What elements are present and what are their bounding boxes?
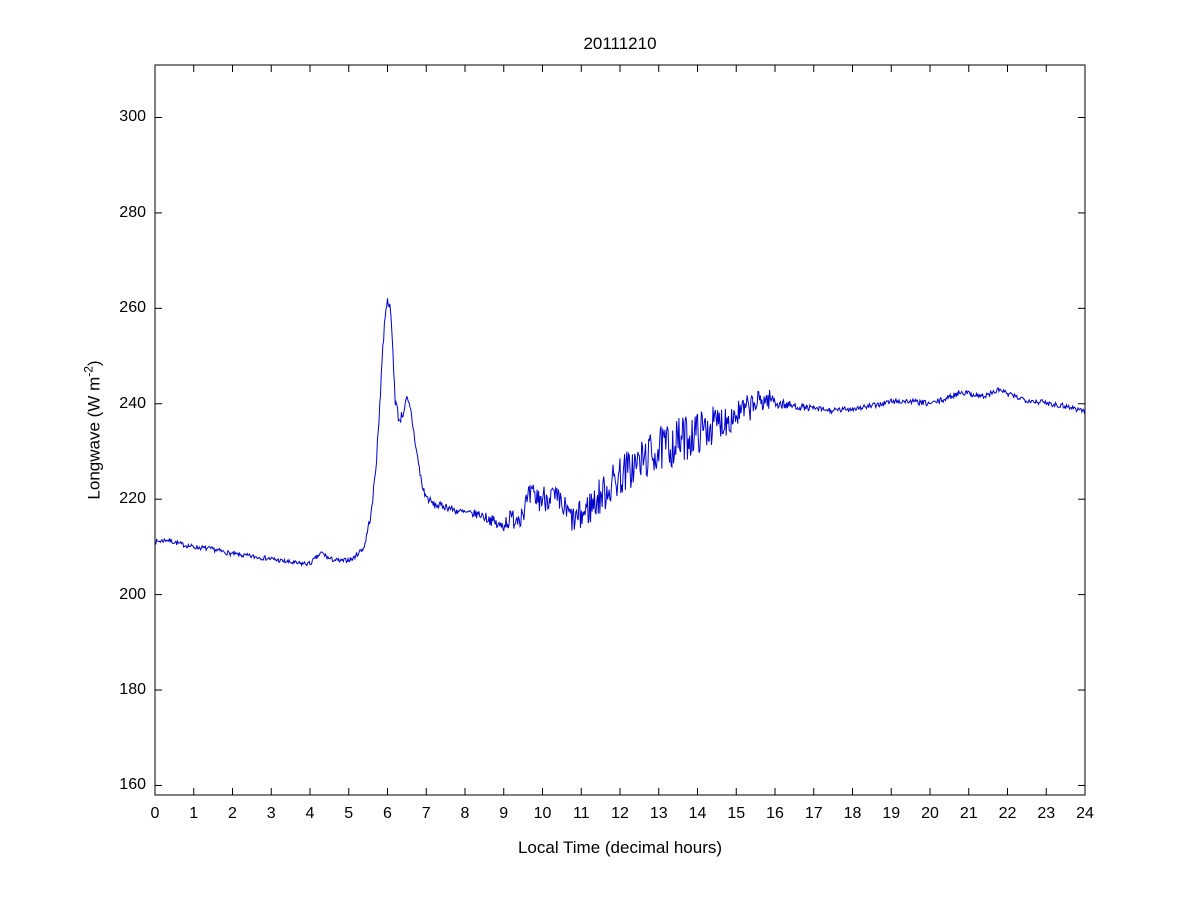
longwave-series-line (154, 298, 1086, 567)
x-tick-label: 11 (572, 805, 590, 822)
y-tick-label: 220 (119, 490, 146, 508)
x-tick-label: 15 (727, 805, 746, 822)
x-tick-label: 1 (189, 805, 199, 822)
y-tick-label: 200 (119, 585, 146, 603)
x-axis-label: Local Time (decimal hours) (517, 838, 723, 857)
x-tick-label: 5 (344, 805, 354, 822)
x-tick-label: 2 (228, 805, 237, 822)
x-tick-label: 13 (649, 805, 668, 822)
y-axis-label-text: Longwave (W m (84, 376, 104, 500)
y-tick-label: 180 (119, 681, 146, 699)
x-tick-label: 16 (766, 805, 784, 822)
y-tick-label: 300 (119, 108, 146, 126)
x-tick-label: 10 (533, 805, 552, 822)
x-tick-label: 7 (421, 805, 431, 822)
x-tick-label: 21 (959, 805, 978, 822)
y-tick-label: 240 (119, 394, 146, 412)
y-tick-label: 160 (119, 776, 146, 794)
y-axis-label-exponent: -2 (81, 366, 96, 377)
x-tick-label: 6 (383, 805, 392, 822)
x-tick-label: 12 (611, 805, 629, 822)
x-tick-label: 20 (921, 805, 939, 822)
axes-box (154, 64, 1086, 796)
x-tick-label: 19 (882, 805, 901, 822)
y-axis-label-close: ) (84, 360, 104, 367)
x-tick-label: 0 (150, 805, 160, 822)
y-tick-label: 280 (119, 203, 146, 221)
y-tick-label: 260 (119, 299, 146, 317)
x-tick-label: 4 (305, 805, 315, 822)
chart-title: 20111210 (583, 34, 657, 53)
x-tick-label: 24 (1076, 805, 1094, 822)
x-tick-label: 14 (688, 805, 707, 822)
x-tick-label: 3 (266, 805, 276, 822)
x-tick-label: 8 (460, 805, 470, 822)
x-tick-label: 23 (1037, 805, 1056, 822)
y-axis-label: Longwave (W m-2) (82, 360, 105, 499)
x-tick-label: 22 (998, 805, 1017, 822)
x-tick-label: 9 (499, 805, 509, 822)
x-tick-label: 17 (804, 805, 823, 822)
x-tick-label: 18 (843, 805, 862, 822)
